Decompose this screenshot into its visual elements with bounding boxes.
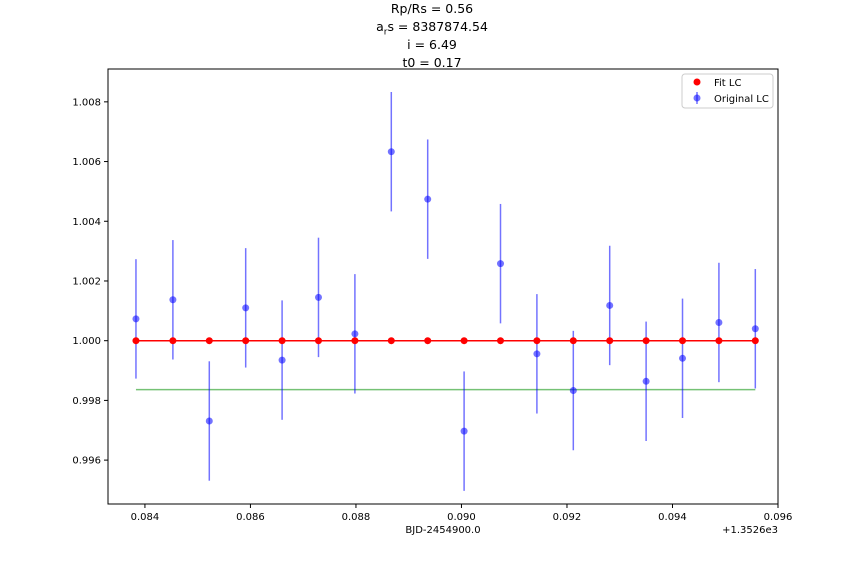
legend-original-marker — [693, 94, 701, 102]
legend: Fit LC Original LC — [681, 73, 774, 109]
original-point — [569, 387, 577, 395]
title-line-ars-suffix: s = 8387874.54 — [387, 19, 488, 34]
original-point — [497, 260, 505, 268]
y-tick-label: 0.996 — [72, 456, 101, 467]
original-point — [205, 417, 213, 425]
fit-point — [751, 337, 759, 345]
fit-point — [205, 337, 213, 345]
fit-point — [679, 337, 687, 345]
fit-point — [132, 337, 140, 345]
fit-point — [387, 337, 395, 345]
x-axis-label: BJD-2454900.0 — [405, 525, 480, 536]
original-point — [387, 148, 395, 156]
fit-point — [460, 337, 468, 345]
y-axis: 0.996 0.998 1.000 1.002 1.004 1.006 1.008 — [72, 97, 108, 467]
x-tick-label: 0.094 — [658, 512, 687, 523]
legend-fit-marker — [693, 78, 701, 86]
title-line-rp-rs: Rp/Rs = 0.56 — [390, 1, 474, 16]
y-tick-label: 1.004 — [72, 217, 101, 228]
original-point — [460, 427, 468, 435]
chart-title: Rp/Rs = 0.56 ars = 8387874.54 i = 6.49 t… — [0, 0, 864, 72]
y-tick-label: 1.008 — [72, 97, 101, 108]
fit-point — [314, 337, 322, 345]
title-line-inclination: i = 6.49 — [407, 37, 457, 52]
original-point — [715, 318, 723, 326]
original-point — [242, 304, 250, 312]
title-line-t0: t0 = 0.17 — [402, 55, 462, 70]
original-point — [642, 377, 650, 385]
y-tick-label: 1.006 — [72, 157, 101, 168]
original-point — [751, 325, 759, 333]
fit-point — [351, 337, 359, 345]
x-tick-label: 0.088 — [342, 512, 371, 523]
x-tick-label: 0.086 — [236, 512, 265, 523]
x-tick-label: 0.084 — [131, 512, 160, 523]
x-tick-label: 0.090 — [447, 512, 476, 523]
original-point — [606, 301, 614, 309]
fit-point — [569, 337, 577, 345]
y-tick-label: 1.002 — [72, 276, 101, 287]
fit-point — [642, 337, 650, 345]
original-point — [314, 293, 322, 301]
fit-point — [242, 337, 250, 345]
legend-fit-label: Fit LC — [714, 78, 741, 89]
plot-frame — [107, 68, 779, 505]
fit-point — [715, 337, 723, 345]
fit-point — [533, 337, 541, 345]
fit-point — [278, 337, 286, 345]
y-tick-label: 1.000 — [72, 336, 101, 347]
title-line-ars-subscript: r — [383, 27, 388, 38]
fit-point — [497, 337, 505, 345]
original-point — [351, 330, 359, 338]
legend-box — [681, 73, 774, 109]
title-line-ars-prefix: a — [376, 19, 384, 34]
original-point — [424, 195, 432, 203]
data-layer — [132, 91, 759, 491]
original-point — [533, 350, 541, 358]
x-tick-label: 0.092 — [553, 512, 582, 523]
legend-original-label: Original LC — [714, 94, 769, 105]
fit-point — [169, 337, 177, 345]
x-tick-label: 0.096 — [764, 512, 793, 523]
x-axis-offset: +1.3526e3 — [722, 525, 778, 536]
title-line-ars: ars = 8387874.54 — [0, 18, 864, 38]
original-point — [679, 354, 687, 362]
original-point — [132, 315, 140, 323]
original-point — [278, 356, 286, 364]
x-axis: 0.084 0.086 0.088 0.090 0.092 0.094 0.096 — [131, 504, 793, 523]
y-tick-label: 0.998 — [72, 396, 101, 407]
fit-point — [424, 337, 432, 345]
original-point — [169, 296, 177, 304]
fit-point — [606, 337, 614, 345]
